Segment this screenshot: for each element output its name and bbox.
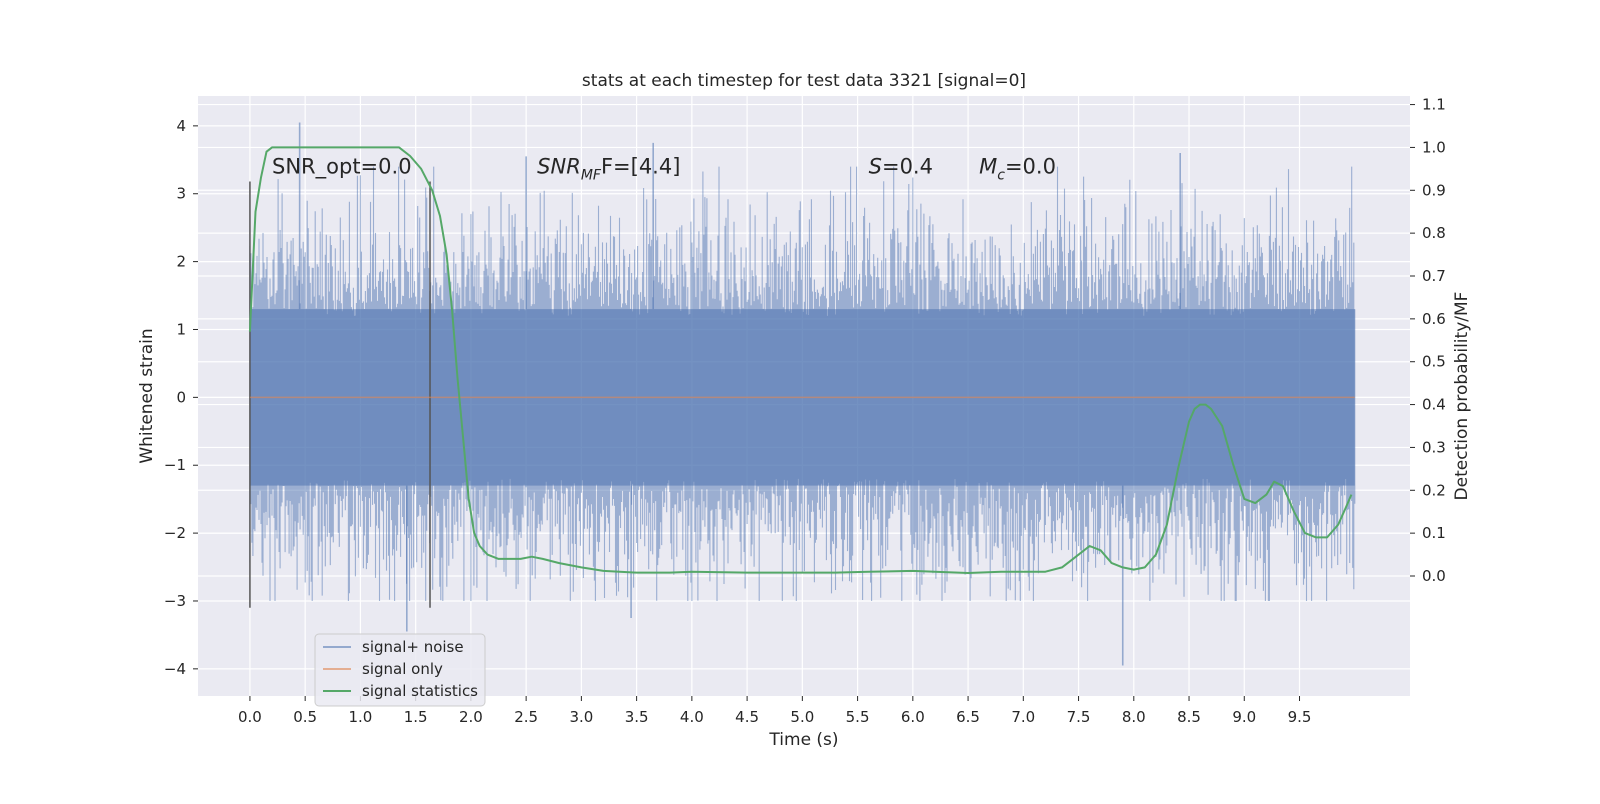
x-tick-label: 1.0	[348, 708, 372, 726]
x-tick-label: 8.0	[1122, 708, 1146, 726]
y-tick-label: 4	[176, 117, 186, 135]
y-right-tick-label: 0.0	[1422, 567, 1446, 585]
x-tick-label: 3.5	[625, 708, 649, 726]
y-right-tick-label: 0.8	[1422, 224, 1446, 242]
x-tick-label: 5.5	[846, 708, 870, 726]
y-right-tick-label: 1.1	[1422, 96, 1446, 114]
annotation-text: S=0.4	[869, 154, 933, 178]
annotation-symbol: S	[869, 154, 882, 178]
x-tick-label: 0.0	[238, 708, 262, 726]
annotation-value: =0.4	[882, 154, 933, 178]
x-tick-label: 7.0	[1011, 708, 1035, 726]
y-right-tick-label: 0.5	[1422, 353, 1446, 371]
y-axis-label: Whitened strain	[137, 328, 157, 463]
annotation-text: SNR_opt=0.0	[272, 154, 412, 179]
y-right-tick-label: 0.3	[1422, 438, 1446, 456]
vertical-markers	[249, 181, 431, 608]
y-right-tick-label: 0.6	[1422, 310, 1446, 328]
y-right-tick-label: 0.7	[1422, 267, 1446, 285]
x-tick-label: 2.5	[514, 708, 538, 726]
y-right-tick-label: 1.0	[1422, 138, 1446, 156]
annotation-text: Mc=0.0	[979, 154, 1056, 183]
x-axis-label: Time (s)	[768, 730, 838, 750]
x-tick-label: 5.0	[790, 708, 814, 726]
annotation-text: SNRMFF=[4.4]	[537, 154, 680, 183]
x-tick-label: 9.0	[1232, 708, 1256, 726]
y-right-axis-ticks: 0.0 0.1 0.2 0.3 0.4 0.5 0.6 0.7 0.8 0.9 1.0 1.1	[1410, 96, 1446, 585]
annotation-value: =0.0	[1005, 154, 1056, 178]
y-tick-label: 3	[176, 185, 186, 203]
annotation-subscript: MF	[581, 167, 602, 183]
annotation-subscript: c	[997, 167, 1005, 183]
legend-label-noise: signal+ noise	[362, 638, 464, 656]
x-tick-label: 6.5	[956, 708, 980, 726]
x-tick-label: 9.5	[1288, 708, 1312, 726]
y-tick-label: −2	[164, 524, 186, 542]
x-tick-label: 4.0	[680, 708, 704, 726]
y-right-tick-label: 0.1	[1422, 524, 1446, 542]
y-right-tick-label: 0.9	[1422, 181, 1446, 199]
signal-statistics-line	[248, 146, 1353, 574]
x-tick-label: 3.0	[569, 708, 593, 726]
y-tick-label: 0	[176, 388, 186, 406]
annotation-symbol: SNR	[537, 154, 581, 178]
y-tick-label: −3	[164, 592, 186, 610]
x-tick-label: 6.0	[901, 708, 925, 726]
annotation-value: F=[4.4]	[601, 154, 680, 178]
x-tick-label: 0.5	[293, 708, 317, 726]
annotation-symbol: M	[979, 154, 997, 178]
legend: signal+ noise signal only signal statist…	[314, 633, 486, 707]
y-tick-label: 2	[176, 253, 186, 271]
annotations: SNR_opt=0.0 SNRMFF=[4.4] S=0.4 Mc=0.0	[272, 154, 1056, 183]
y-axis-ticks: −4 −3 −2 −1 0 1 2 3 4	[164, 117, 198, 678]
x-tick-label: 8.5	[1177, 708, 1201, 726]
chart-title: stats at each timestep for test data 332…	[582, 71, 1026, 91]
legend-box	[314, 633, 486, 707]
y-right-tick-label: 0.2	[1422, 481, 1446, 499]
y-tick-label: 1	[176, 320, 186, 338]
y-right-axis-label: Detection probability/MF	[1452, 292, 1472, 501]
signal-statistics-series	[248, 146, 1353, 574]
x-tick-label: 7.5	[1067, 708, 1091, 726]
y-tick-label: −4	[164, 660, 186, 678]
x-tick-label: 2.0	[459, 708, 483, 726]
x-axis-ticks: 0.0 0.5 1.0 1.5 2.0 2.5 3.0 3.5 4.0 4.5 5.0 5.5 6.0 6…	[238, 696, 1311, 726]
x-tick-label: 1.5	[404, 708, 428, 726]
y-tick-label: −1	[164, 456, 186, 474]
legend-label-stats: signal statistics	[362, 682, 478, 700]
legend-label-signal: signal only	[362, 660, 443, 678]
x-tick-label: 4.5	[735, 708, 759, 726]
y-right-tick-label: 0.4	[1422, 396, 1446, 414]
